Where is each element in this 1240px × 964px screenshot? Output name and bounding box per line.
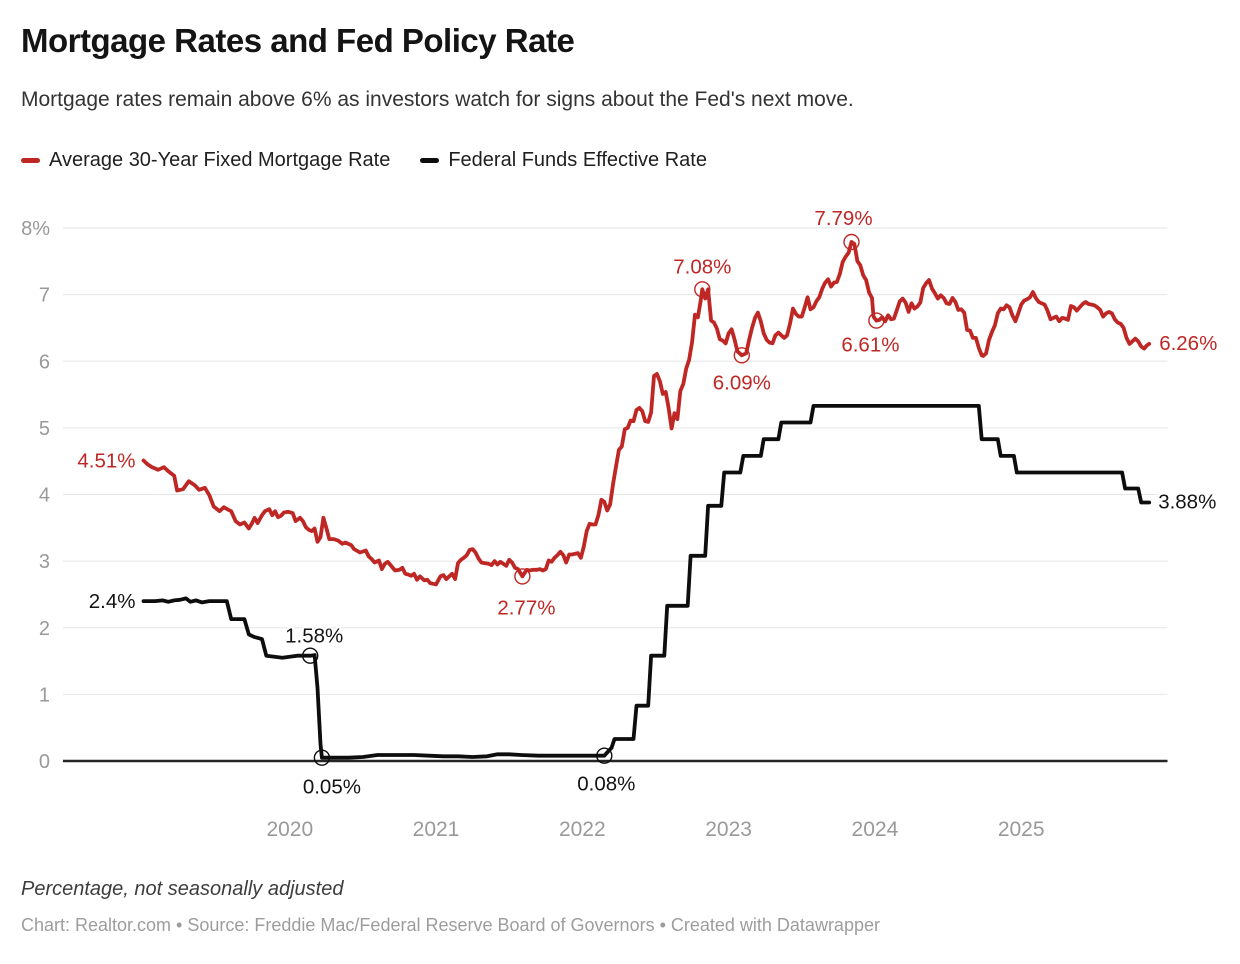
marker-circle bbox=[596, 747, 613, 764]
x-tick-label: 2023 bbox=[705, 818, 752, 841]
annotation-779: 7.79% bbox=[814, 207, 872, 230]
y-tick-label: 5 bbox=[39, 418, 50, 440]
annotation-661: 6.61% bbox=[841, 334, 899, 357]
marker-circle bbox=[313, 749, 331, 766]
byline: Chart: Realtor.com • Source: Freddie Mac… bbox=[21, 915, 880, 935]
annotation-005: 0.05% bbox=[303, 776, 361, 799]
annotation-008: 0.08% bbox=[577, 773, 635, 796]
x-tick-label: 2020 bbox=[266, 818, 313, 841]
annotation-708: 7.08% bbox=[673, 255, 731, 278]
x-tick-label: 2024 bbox=[852, 818, 899, 841]
y-tick-label: 8% bbox=[21, 218, 50, 240]
y-tick-label: 4 bbox=[39, 485, 50, 507]
legend-item-mortgage-rate: Average 30-Year Fixed Mortgage Rate bbox=[21, 149, 390, 172]
x-tick-label: 2025 bbox=[998, 818, 1045, 841]
y-tick-label: 1 bbox=[39, 684, 50, 706]
marker-circle bbox=[694, 281, 711, 298]
y-tick-label: 3 bbox=[39, 551, 50, 573]
unit-note: Percentage, not seasonally adjusted bbox=[21, 878, 344, 900]
y-tick-label: 7 bbox=[39, 285, 50, 307]
marker-circle bbox=[868, 312, 885, 329]
marker-circle bbox=[302, 647, 319, 664]
y-tick-label: 2 bbox=[39, 618, 50, 640]
annotation-626: 6.26% bbox=[1159, 332, 1217, 355]
fed-funds-line bbox=[141, 403, 1152, 760]
annotation-24: 2.4% bbox=[89, 590, 136, 613]
legend-item-fed-funds: Federal Funds Effective Rate bbox=[420, 149, 707, 172]
marker-circle bbox=[733, 347, 750, 364]
legend: Average 30-Year Fixed Mortgage Rate Fede… bbox=[21, 149, 707, 172]
red-line-swatch-icon bbox=[21, 158, 40, 163]
mortgage-rate-line bbox=[141, 240, 1152, 587]
annotation-158: 1.58% bbox=[285, 625, 343, 648]
annotation-277: 2.77% bbox=[497, 596, 555, 619]
marker-circle bbox=[843, 233, 860, 251]
legend-label-fed-funds: Federal Funds Effective Rate bbox=[448, 149, 707, 171]
x-tick-label: 2021 bbox=[413, 818, 460, 841]
y-tick-label: 6 bbox=[39, 351, 50, 373]
y-tick-label: 0 bbox=[39, 751, 50, 773]
x-tick-label: 2022 bbox=[559, 818, 606, 841]
annotation-388: 3.88% bbox=[1158, 491, 1216, 514]
marker-circle bbox=[514, 568, 531, 585]
chart-title: Mortgage Rates and Fed Policy Rate bbox=[21, 22, 575, 59]
black-line-swatch-icon bbox=[420, 158, 440, 163]
annotation-451: 4.51% bbox=[77, 450, 135, 473]
annotation-609: 6.09% bbox=[713, 371, 771, 394]
chart-subtitle: Mortgage rates remain above 6% as invest… bbox=[21, 88, 854, 111]
legend-label-mortgage-rate: Average 30-Year Fixed Mortgage Rate bbox=[49, 149, 391, 171]
